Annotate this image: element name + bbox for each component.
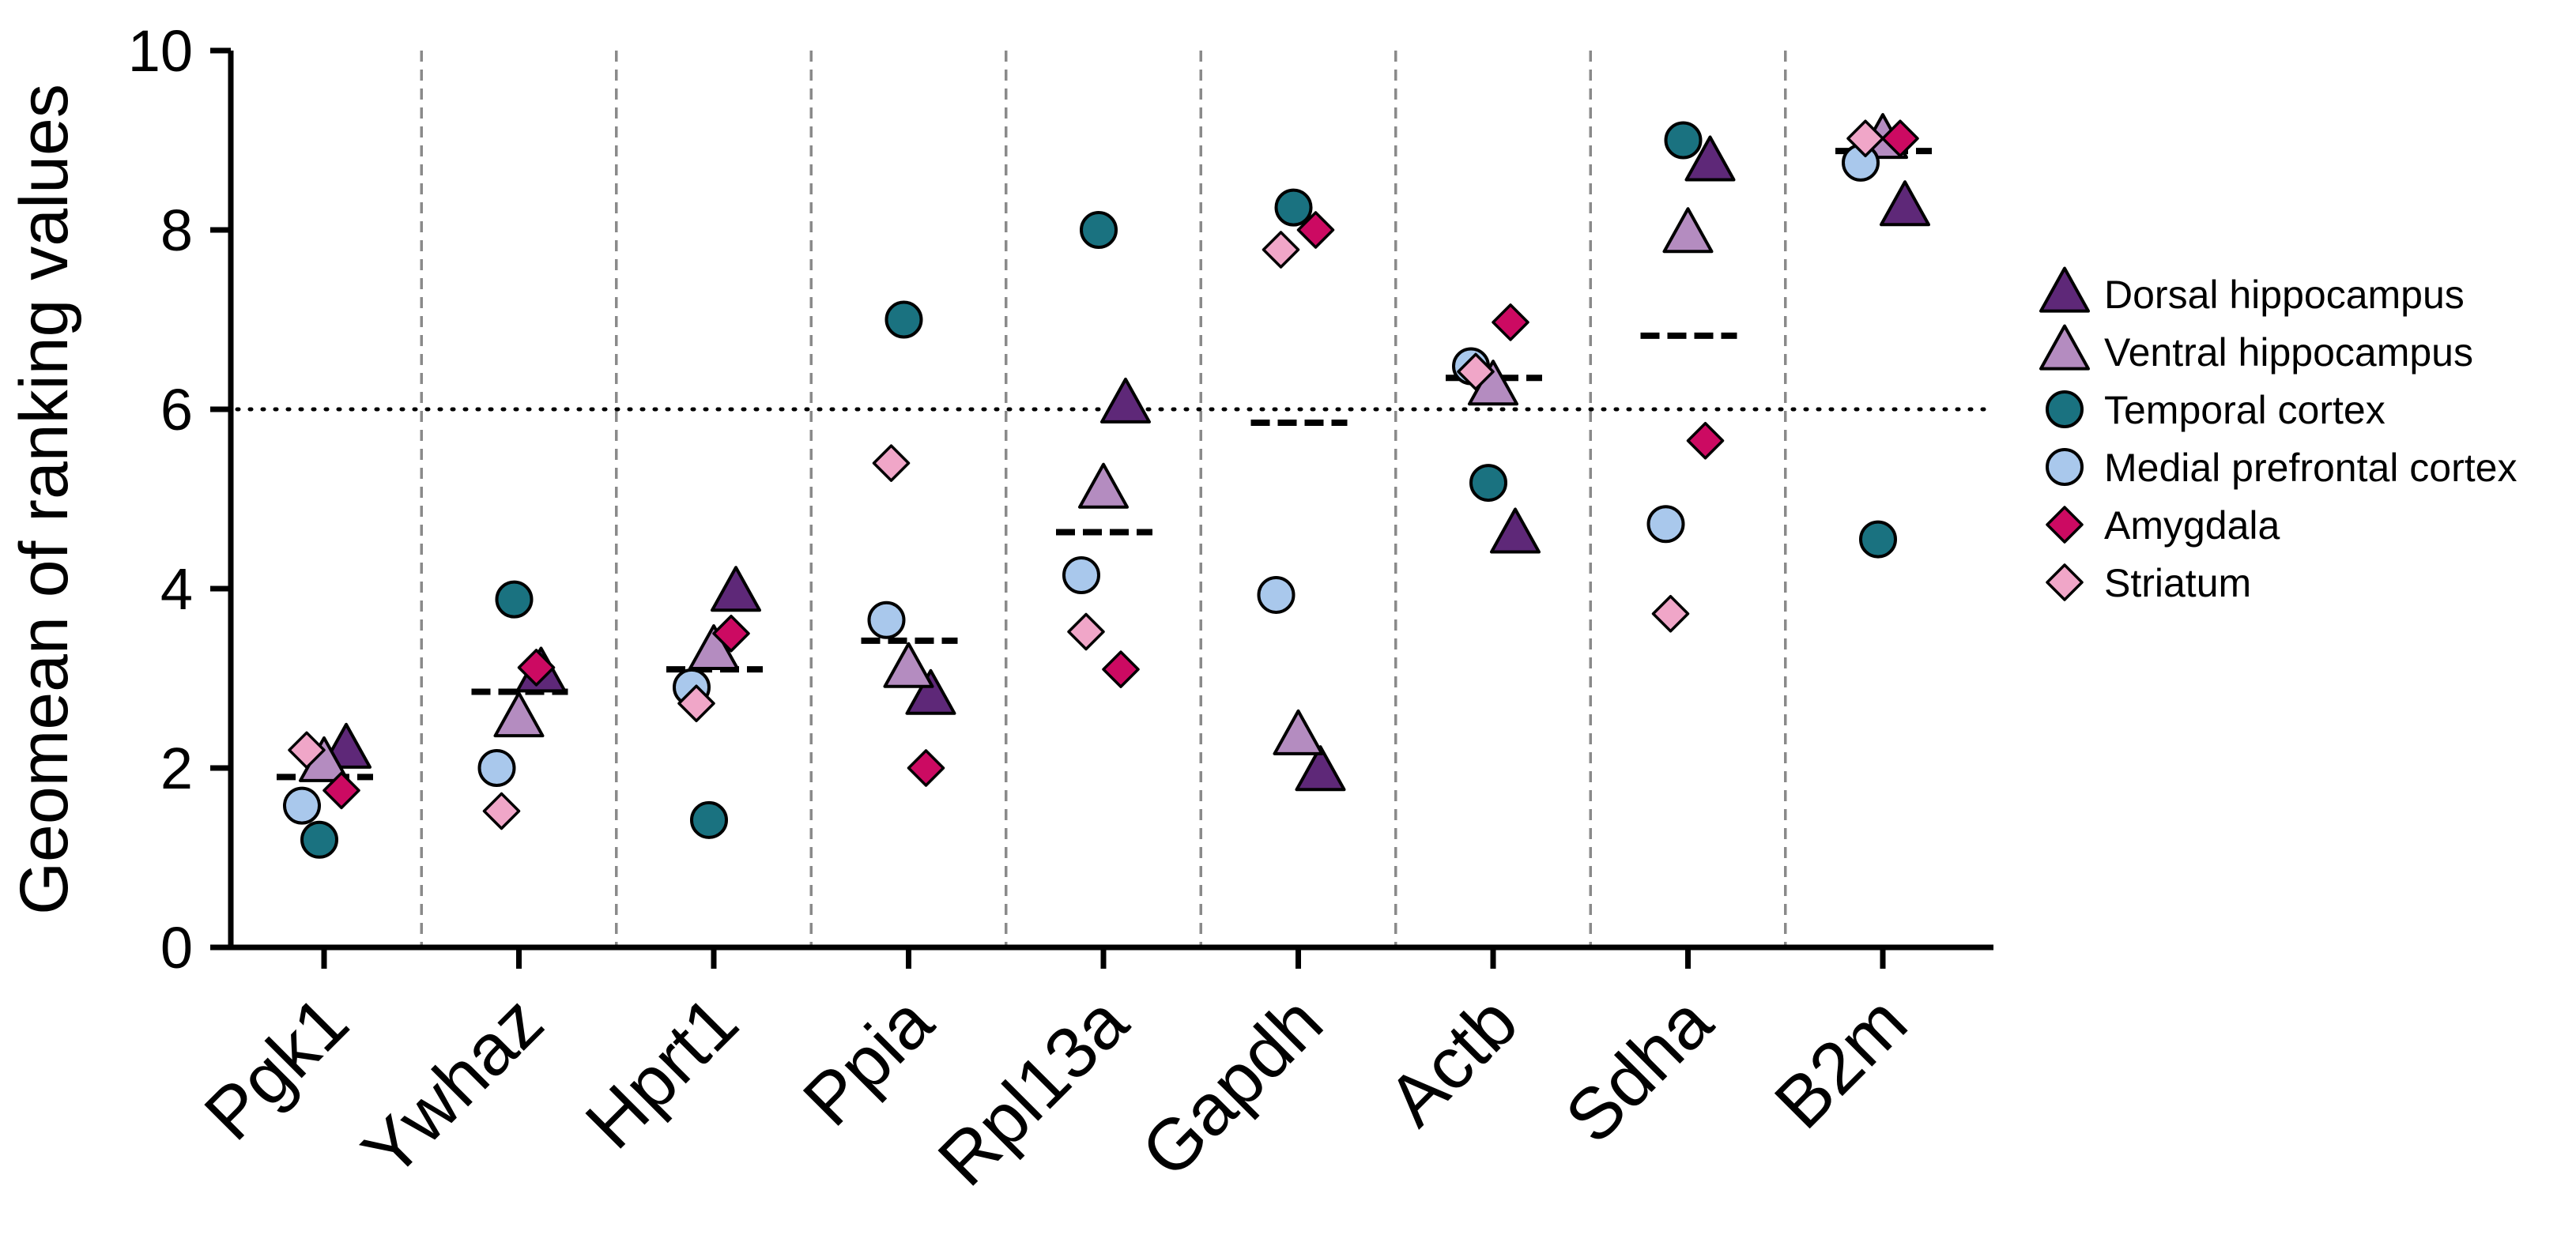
data-point [905,668,956,715]
y-tick-label: 0 [160,915,193,981]
data-point [477,749,516,787]
x-tick-label: Gapdh [1126,981,1337,1192]
legend: Dorsal hippocampus Ventral hippocampus Tem… [2039,266,2517,605]
legend-marker [2039,324,2090,371]
data-point [1062,555,1100,594]
legend-label: Dorsal hippocampus [2104,273,2465,317]
x-tick-label: Rpl13a [923,981,1144,1201]
data-point [482,792,521,830]
data-point [1100,377,1151,424]
grid-layer [420,51,1787,947]
legend-label: Amygdala [2104,503,2280,548]
data-point [1102,650,1140,688]
y-tick-label: 8 [160,198,193,263]
data-point [288,731,326,770]
x-tick-label: Hprt1 [571,981,753,1164]
data-point [283,786,321,825]
points-layer [283,113,1930,859]
legend-marker [2046,563,2084,601]
legend-label: Temporal cortex [2104,388,2386,432]
data-point [907,749,945,787]
data-point [883,642,934,688]
data-point [867,601,906,639]
data-point [1651,595,1690,633]
data-point [712,615,750,653]
legend-label: Ventral hippocampus [2104,330,2473,375]
legend-marker [2046,506,2084,544]
data-point [1646,505,1685,544]
legend-label: Medial prefrontal cortex [2104,446,2517,490]
data-point [1880,180,1930,227]
data-point [1490,507,1541,554]
data-point [1257,575,1296,614]
data-point [1859,520,1897,559]
data-point [1295,745,1346,792]
y-tick-label: 6 [160,377,193,442]
data-point [872,444,911,482]
y-tick-label: 4 [160,556,193,622]
data-point [1664,121,1703,160]
data-point [495,580,534,619]
data-point [1078,462,1129,509]
data-point [884,300,923,339]
data-point [1273,709,1324,755]
data-point [690,800,728,839]
data-point [517,649,556,687]
x-tick-label: Pgk1 [190,981,364,1155]
data-point [1457,352,1495,391]
data-point [1296,211,1335,249]
x-tick-label: B2m [1759,981,1922,1144]
y-tick-label: 10 [128,18,193,84]
axes-layer [228,51,1993,951]
x-tick-label: Ywhaz [347,981,558,1192]
data-point [1684,135,1736,182]
data-point [1274,188,1313,227]
data-point [1846,119,1884,157]
legend-marker [2046,448,2084,486]
data-point [322,771,360,810]
data-point [1469,464,1507,503]
data-point [1492,303,1529,341]
data-point [1067,612,1105,651]
data-point [300,820,338,859]
legend-marker [2046,390,2084,428]
y-axis-label: Geomean of ranking values [6,84,82,915]
x-tick-label: Actb [1373,981,1533,1141]
x-tick-label: Ppia [788,981,949,1141]
data-point [493,691,545,738]
data-point [1686,421,1725,460]
legend-label: Striatum [2104,561,2251,605]
data-point [711,566,761,612]
data-point [1662,207,1714,254]
y-tick-label: 2 [160,736,193,801]
legend-marker [2039,266,2090,313]
data-point [677,684,715,723]
data-point [1881,119,1919,157]
y-ticks: 0 2 4 6 8 10 [128,18,231,981]
data-point [1262,231,1300,269]
x-tick-label: Sdha [1551,981,1729,1158]
data-point [1080,211,1118,249]
